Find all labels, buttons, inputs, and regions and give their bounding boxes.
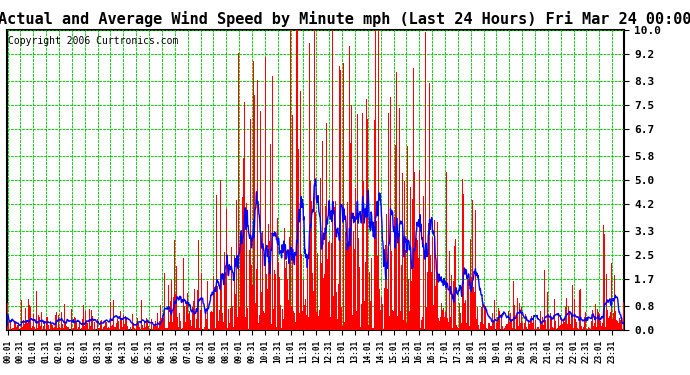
Text: Copyright 2006 Curtronics.com: Copyright 2006 Curtronics.com [8,36,178,46]
Text: Actual and Average Wind Speed by Minute mph (Last 24 Hours) Fri Mar 24 00:00: Actual and Average Wind Speed by Minute … [0,11,690,27]
